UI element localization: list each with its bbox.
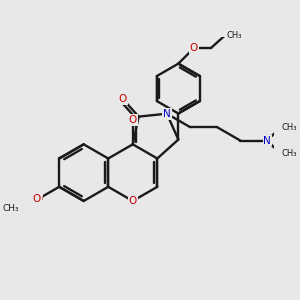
- Text: O: O: [129, 196, 137, 206]
- Text: CH₃: CH₃: [282, 149, 298, 158]
- Text: O: O: [190, 43, 198, 53]
- Text: CH₃: CH₃: [282, 123, 298, 132]
- Text: N: N: [163, 109, 171, 119]
- Text: CH₃: CH₃: [226, 31, 242, 40]
- Text: O: O: [129, 115, 137, 125]
- Text: N: N: [263, 136, 271, 146]
- Text: O: O: [33, 194, 41, 204]
- Text: O: O: [34, 194, 43, 204]
- Text: CH₃: CH₃: [2, 204, 19, 213]
- Text: O: O: [118, 94, 127, 104]
